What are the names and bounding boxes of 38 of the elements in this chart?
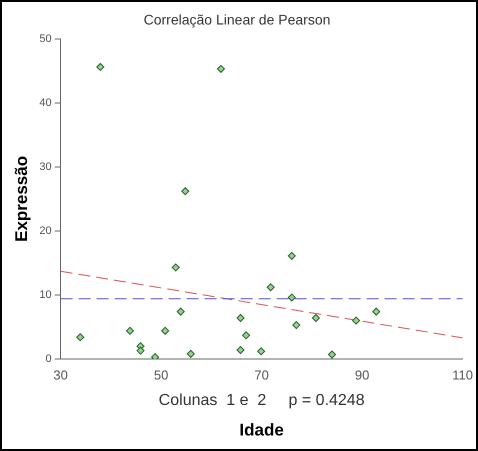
point xyxy=(76,333,84,342)
x-tick-label: 50 xyxy=(154,367,168,382)
y-tick-label: 20 xyxy=(39,224,52,237)
point xyxy=(96,62,104,71)
point xyxy=(216,64,225,73)
point xyxy=(151,353,160,359)
point xyxy=(288,252,296,260)
y-tick-label: 0 xyxy=(46,353,52,366)
point xyxy=(186,350,195,358)
y-axis-title: Expressão xyxy=(12,156,31,242)
point xyxy=(176,308,185,316)
y-tick-label: 50 xyxy=(39,32,52,45)
point xyxy=(257,347,266,356)
point xyxy=(372,308,380,316)
point xyxy=(126,326,134,335)
x-tick-label: 90 xyxy=(354,367,370,382)
x-axis-title: Idade xyxy=(239,420,284,440)
point xyxy=(136,346,145,355)
chart-title: Correlação Linear de Pearson xyxy=(144,11,330,28)
point xyxy=(352,316,360,325)
point xyxy=(236,314,245,322)
text: Colunas 1 e 2 p = 0.4248 xyxy=(158,392,365,409)
point xyxy=(328,350,336,359)
point xyxy=(312,314,320,322)
point xyxy=(288,294,296,302)
point xyxy=(242,331,250,340)
y-tick-label: 40 xyxy=(39,96,52,109)
point xyxy=(161,326,170,335)
x-tick-label: 30 xyxy=(53,367,68,382)
x-tick-label: 110 xyxy=(452,367,474,382)
point xyxy=(172,263,180,272)
x-tick-label: 70 xyxy=(254,367,269,382)
y-tick-label: 10 xyxy=(39,288,52,301)
point xyxy=(236,346,245,354)
point xyxy=(292,321,300,330)
point xyxy=(266,283,275,292)
y-tick-label: 30 xyxy=(39,160,52,173)
point xyxy=(181,187,190,196)
